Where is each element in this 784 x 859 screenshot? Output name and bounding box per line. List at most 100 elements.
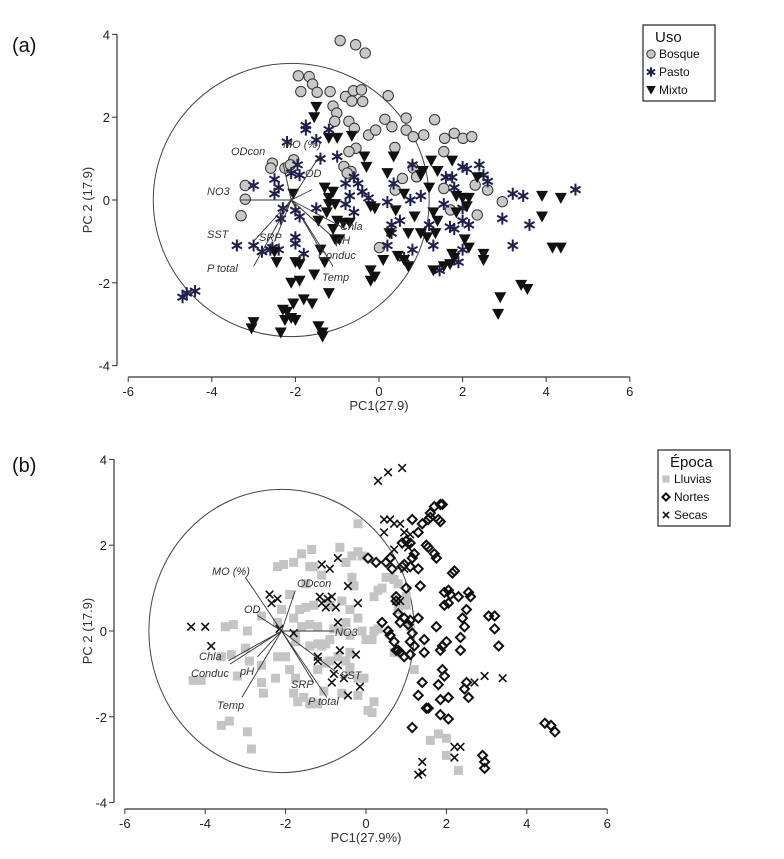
data-point [396, 537, 409, 549]
data-point [322, 192, 335, 204]
data-point [312, 215, 325, 227]
data-point [289, 557, 299, 567]
data-point [399, 527, 409, 537]
data-point [423, 218, 435, 231]
loading-label: P total [308, 696, 339, 708]
data-point [347, 551, 357, 561]
data-point [333, 618, 343, 627]
data-point [536, 190, 549, 202]
data-point [329, 624, 339, 634]
data-point [431, 215, 444, 227]
data-point [400, 124, 412, 136]
y-tick-label: 2 [100, 538, 107, 553]
data-point [554, 192, 567, 204]
data-point [240, 643, 250, 653]
data-point [397, 463, 407, 473]
data-point [256, 611, 266, 621]
data-point [412, 562, 425, 575]
loading-label: SRP [291, 679, 314, 691]
data-point [267, 598, 276, 608]
data-point [523, 218, 536, 231]
data-point [569, 183, 582, 196]
data-point [406, 158, 419, 171]
data-point [438, 145, 450, 158]
x-axis-label: PC1(27.9%) [331, 830, 402, 845]
data-point [299, 692, 309, 702]
loading-arrow [290, 199, 334, 267]
legend-title: Época [670, 454, 713, 471]
data-point [200, 622, 210, 632]
data-point [367, 635, 377, 645]
data-point [281, 306, 294, 318]
data-point [319, 686, 329, 696]
data-point [345, 130, 358, 142]
data-point [400, 112, 412, 124]
data-point [456, 214, 469, 227]
data-point [322, 288, 335, 300]
data-point [301, 579, 311, 589]
y-tick-label: -2 [95, 710, 107, 725]
data-point [333, 660, 343, 670]
data-point [458, 620, 471, 633]
data-point [186, 622, 196, 632]
data-point [344, 189, 356, 202]
loading-label: Conduc [191, 668, 229, 680]
data-point [347, 572, 357, 582]
data-point [359, 673, 369, 683]
data-point [370, 556, 382, 569]
x-tick-label: -4 [206, 384, 218, 399]
data-point [456, 612, 469, 625]
data-point [444, 588, 457, 601]
data-point [333, 652, 343, 662]
data-point [301, 602, 311, 612]
data-point [442, 597, 455, 610]
data-point [327, 186, 340, 198]
data-point [313, 699, 323, 709]
data-point [360, 161, 373, 173]
data-point [427, 265, 440, 277]
loading-label: SRP [259, 232, 282, 244]
y-axis-label: PC 2 (17.9) [80, 167, 95, 233]
data-point [337, 688, 347, 698]
data-point [381, 168, 394, 180]
data-point [343, 690, 353, 700]
data-point [317, 560, 327, 569]
data-point [458, 683, 471, 695]
data-point [454, 644, 467, 657]
legend-item-mixto: Mixto [659, 83, 688, 97]
data-point [329, 669, 339, 679]
data-point [318, 257, 331, 269]
x-tick-label: -6 [119, 816, 131, 831]
data-point [470, 678, 479, 687]
y-tick-label: 4 [103, 27, 110, 42]
data-point [335, 645, 345, 655]
data-point [404, 537, 417, 549]
data-point [442, 584, 455, 597]
data-point [402, 228, 415, 240]
data-point [482, 610, 495, 622]
data-point [305, 620, 315, 630]
data-point [440, 171, 452, 184]
legend-item-nortes: Nortes [674, 490, 709, 504]
data-point [314, 152, 327, 165]
loading-arrow [290, 199, 334, 238]
data-point [383, 467, 393, 477]
data-point [442, 713, 455, 725]
data-point [446, 155, 459, 167]
data-point [325, 635, 335, 645]
data-point [401, 592, 411, 602]
data-point [448, 252, 461, 264]
data-point [307, 544, 317, 554]
data-point [422, 702, 435, 715]
data-point [364, 265, 377, 277]
data-point [339, 198, 352, 211]
data-point [345, 630, 355, 640]
data-point [438, 132, 451, 145]
data-point [327, 223, 340, 235]
data-point [400, 582, 413, 595]
data-point [333, 234, 346, 246]
data-point [466, 130, 478, 143]
data-point [325, 600, 335, 610]
